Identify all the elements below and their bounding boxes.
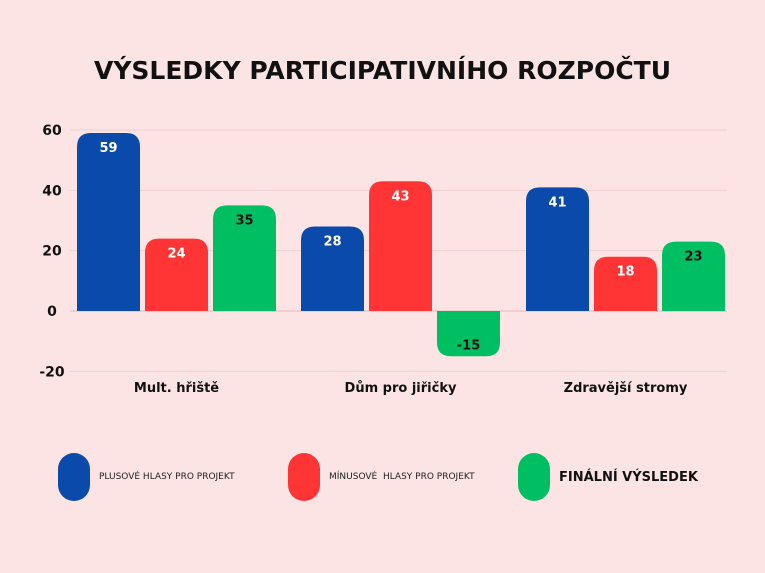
bar — [77, 133, 140, 311]
y-tick-label: 0 — [47, 304, 57, 320]
bar — [437, 311, 500, 357]
legend-label: PLUSOVÉ HLASY PRO PROJEKT — [99, 472, 235, 482]
bar — [213, 205, 276, 311]
data-label: -15 — [457, 338, 481, 353]
bar — [594, 256, 657, 311]
legend-label: FINÁLNÍ VÝSLEDEK — [559, 469, 698, 485]
x-tick-label: Mult. hřiště — [134, 381, 219, 396]
legend-item-minus: MÍNUSOVÉ HLASY PRO PROJEKT — [288, 453, 475, 501]
bar — [301, 226, 364, 311]
data-label: 35 — [235, 213, 253, 228]
legend-swatch — [288, 453, 320, 501]
y-tick-label: 40 — [42, 183, 62, 199]
bar — [526, 187, 589, 311]
bar — [662, 241, 725, 311]
legend-item-final: FINÁLNÍ VÝSLEDEK — [518, 453, 698, 501]
bar — [369, 181, 432, 311]
data-label: 23 — [684, 250, 702, 265]
chart-title: VÝSLEDKY PARTICIPATIVNÍHO ROZPOČTU — [93, 56, 672, 85]
data-label: 59 — [99, 141, 117, 156]
bar — [145, 238, 208, 311]
legend-swatch — [58, 453, 90, 501]
y-tick-label: 60 — [42, 123, 62, 139]
data-label: 24 — [167, 247, 185, 262]
legend-item-plus: PLUSOVÉ HLASY PRO PROJEKT — [58, 453, 235, 501]
data-label: 43 — [391, 189, 409, 204]
data-label: 41 — [548, 195, 566, 210]
y-tick-label: -20 — [39, 364, 65, 380]
legend-swatch — [518, 453, 550, 501]
y-tick-label: 20 — [42, 244, 62, 260]
legend-label: MÍNUSOVÉ HLASY PRO PROJEKT — [329, 472, 475, 482]
data-label: 28 — [323, 235, 341, 250]
x-tick-label: Zdravější stromy — [564, 381, 688, 396]
data-label: 18 — [616, 265, 634, 280]
x-tick-label: Dům pro jiřičky — [345, 381, 457, 396]
